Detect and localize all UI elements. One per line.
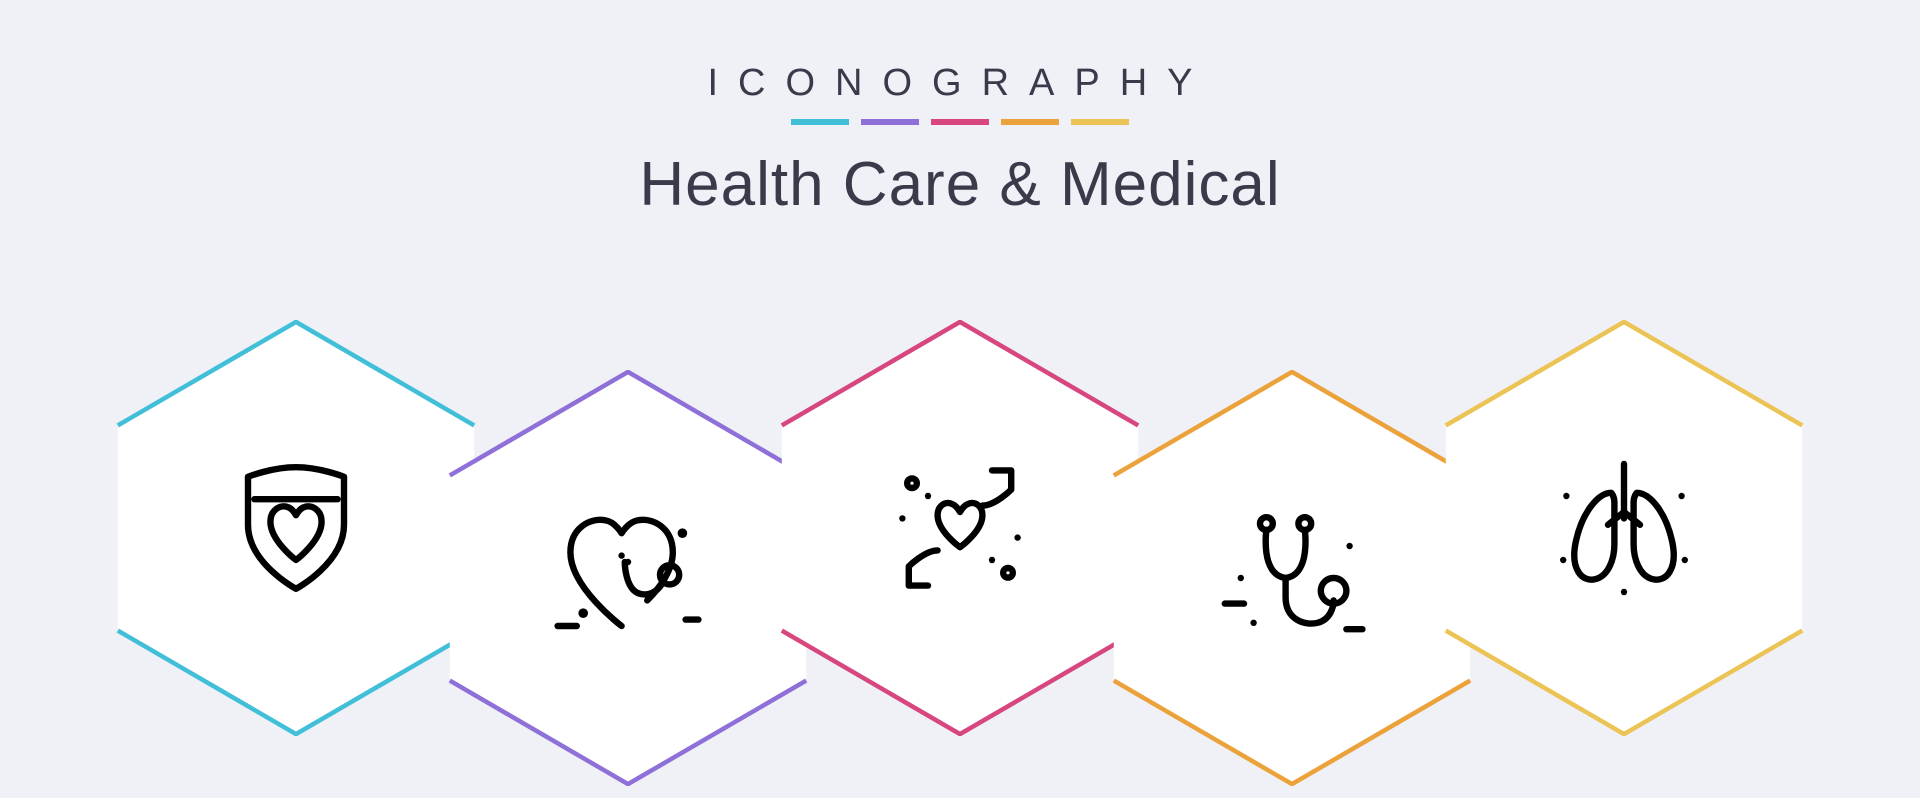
hex-row: [0, 320, 1920, 736]
hex-tile: [448, 370, 808, 786]
hex-tile: [780, 320, 1140, 736]
hex-tile: [1112, 370, 1472, 786]
brand-text: ICONOGRAPHY: [0, 62, 1920, 105]
lungs-icon: [1544, 448, 1704, 608]
hex-tile: [1444, 320, 1804, 736]
accent-bar: [861, 119, 919, 125]
accent-bars: [0, 119, 1920, 125]
accent-bar: [1001, 119, 1059, 125]
accent-bar: [791, 119, 849, 125]
shield-heart-icon: [216, 448, 376, 608]
accent-bar: [931, 119, 989, 125]
heart-stethoscope-icon: [548, 498, 708, 658]
stethoscope-icon: [1212, 498, 1372, 658]
hands-heart-icon: [880, 448, 1040, 608]
header: ICONOGRAPHY Health Care & Medical: [0, 0, 1920, 220]
hex-tile: [116, 320, 476, 736]
accent-bar: [1071, 119, 1129, 125]
page-title: Health Care & Medical: [0, 149, 1920, 220]
